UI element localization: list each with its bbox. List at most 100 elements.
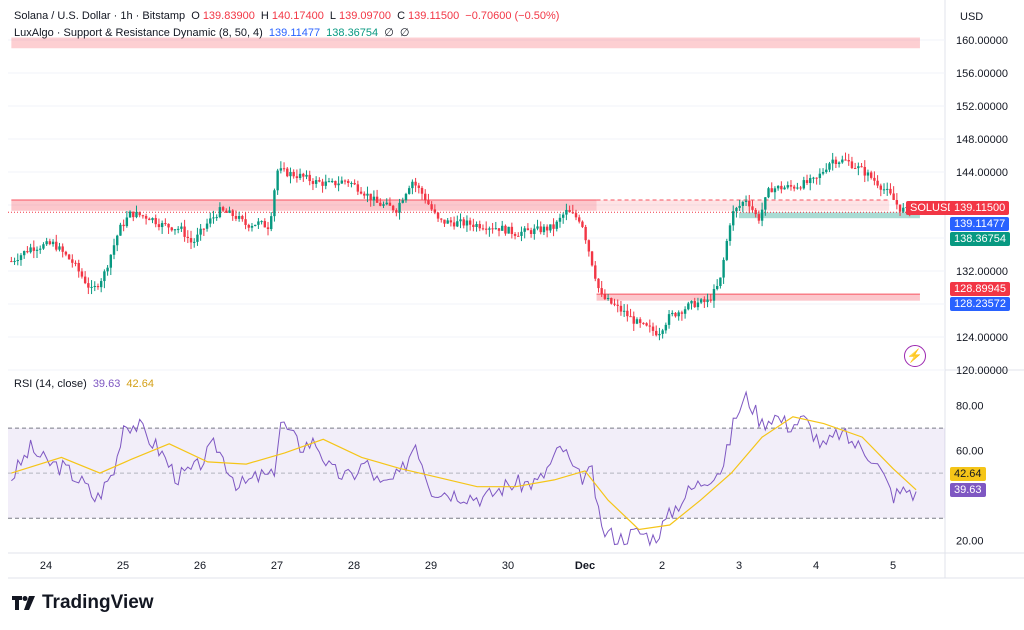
candle-body (571, 212, 575, 214)
candle-body (635, 319, 639, 324)
candle-body (555, 221, 558, 229)
candle-body (247, 224, 250, 228)
candle-body (430, 204, 433, 210)
candle-body (116, 235, 119, 246)
lightning-icon[interactable]: ⚡ (904, 345, 926, 367)
candle-body (468, 220, 472, 225)
rsi-header[interactable]: RSI (14, close) 39.63 42.64 (14, 378, 157, 390)
candle-body (677, 312, 680, 317)
candle-body (212, 217, 215, 219)
candle-body (533, 228, 536, 235)
candle-body (83, 276, 87, 284)
candle-body (144, 215, 148, 219)
resistance-zone-top (11, 37, 920, 49)
candle-body (231, 210, 234, 216)
candle-body (295, 176, 299, 179)
candle-body (273, 190, 276, 217)
candle-body (379, 202, 382, 206)
candle-body (616, 304, 619, 306)
candle-body (228, 210, 231, 213)
candle-body (286, 168, 289, 177)
candle-body (327, 181, 331, 183)
candle-body (850, 161, 854, 169)
candle-body (510, 226, 514, 234)
indicator-value-3: ∅ (384, 27, 394, 39)
candle-body (728, 225, 732, 241)
candle-body (401, 200, 404, 203)
candle-body (561, 214, 565, 218)
candle-body (844, 159, 847, 161)
candle-body (523, 228, 526, 232)
candle-body (298, 173, 302, 179)
candle-body (869, 172, 873, 178)
candle-body (164, 223, 167, 225)
candle-body (160, 223, 164, 228)
candle-body (19, 255, 23, 261)
candle-body (606, 298, 610, 300)
candle-body (568, 209, 571, 213)
candle-body (578, 217, 581, 222)
candle-body (452, 222, 456, 227)
candle-body (796, 187, 799, 189)
candle-body (417, 185, 421, 188)
candle-body (629, 316, 632, 318)
rsi-value: 39.63 (92, 378, 121, 390)
candle-body (51, 241, 55, 245)
candle-body (715, 286, 719, 290)
candle-body (80, 271, 84, 277)
candle-body (709, 299, 712, 301)
candle-body (279, 168, 283, 171)
candle-body (318, 180, 321, 182)
candle-body (603, 293, 607, 299)
candle-body (517, 235, 520, 237)
rsi-title: RSI (14, close) (14, 378, 87, 390)
candle-body (886, 188, 889, 190)
candle-body (895, 199, 899, 205)
candle-body (366, 193, 369, 196)
candle-body (841, 159, 844, 163)
candle-body (369, 193, 372, 201)
indicator-header[interactable]: LuxAlgo · Support & Resistance Dynamic (… (14, 26, 412, 39)
candle-body (128, 211, 132, 218)
candle-body (597, 278, 600, 289)
indicator-title: LuxAlgo · Support & Resistance Dynamic (… (14, 27, 263, 39)
close-label: C (397, 10, 406, 22)
candle-body (898, 204, 902, 212)
candle-body (87, 283, 90, 288)
candle-body (664, 324, 668, 331)
candle-body (491, 228, 494, 230)
candle-body (64, 251, 68, 255)
time-tick-label: 4 (813, 560, 819, 572)
candle-body (667, 314, 671, 325)
candle-body (433, 209, 437, 213)
candle-body (693, 300, 696, 308)
candle-body (10, 261, 13, 263)
candle-body (600, 288, 603, 294)
candle-body (215, 217, 218, 219)
candle-body (619, 305, 623, 312)
candle-body (77, 262, 80, 272)
candle-body (446, 220, 449, 224)
open-value: 139.83900 (202, 10, 255, 22)
candle-body (388, 202, 392, 206)
candle-body (645, 323, 648, 326)
candle-body (151, 218, 154, 221)
candle-body (655, 330, 658, 336)
candle-body (638, 319, 642, 323)
candle-body (683, 309, 687, 314)
candle-body (462, 219, 465, 226)
candle-body (305, 174, 308, 177)
time-tick-label: 28 (348, 560, 360, 572)
candle-body (825, 169, 828, 172)
price-tick-label: 152.00000 (956, 101, 1008, 113)
candle-body (760, 209, 764, 221)
brand-name: TradingView (42, 592, 154, 613)
rsi-ma-line (11, 416, 917, 531)
currency-label[interactable]: USD (960, 11, 984, 23)
price-tick-label: 156.00000 (956, 68, 1008, 80)
candle-body (809, 178, 812, 184)
candle-body (866, 172, 870, 176)
close-value: 139.11500 (408, 10, 460, 22)
candle-body (494, 228, 498, 230)
candle-body (732, 211, 735, 226)
